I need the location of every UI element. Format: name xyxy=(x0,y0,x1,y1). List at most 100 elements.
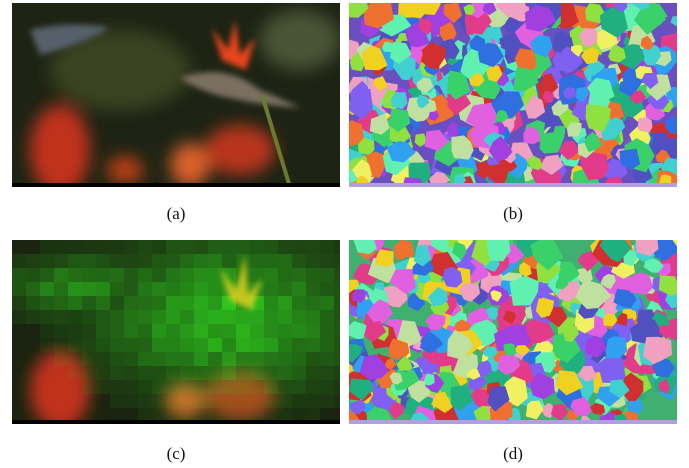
heat-cell xyxy=(222,338,236,352)
heat-cell xyxy=(306,310,320,324)
heat-cell xyxy=(110,268,124,282)
heat-cell xyxy=(194,282,208,296)
heat-cell xyxy=(110,352,124,366)
heat-cell xyxy=(208,366,222,380)
heat-cell xyxy=(334,366,348,380)
heat-cell xyxy=(292,268,306,282)
heat-cell xyxy=(96,310,110,324)
heat-cell xyxy=(180,338,194,352)
heat-cell xyxy=(110,366,124,380)
heat-cell xyxy=(194,394,208,408)
heat-cell xyxy=(250,240,264,254)
heat-cell xyxy=(334,240,348,254)
heat-cell xyxy=(208,310,222,324)
heat-cell xyxy=(222,240,236,254)
heat-cell xyxy=(264,408,278,422)
heat-cell xyxy=(278,366,292,380)
heat-cell xyxy=(194,366,208,380)
heat-cell xyxy=(138,254,152,268)
heat-cell xyxy=(26,310,40,324)
heat-cell xyxy=(138,366,152,380)
heat-cell xyxy=(96,282,110,296)
heat-cell xyxy=(152,282,166,296)
heat-cell xyxy=(12,268,26,282)
heat-cell xyxy=(138,268,152,282)
border xyxy=(349,420,677,424)
heat-cell xyxy=(278,408,292,422)
heat-cell xyxy=(320,366,334,380)
heat-cell xyxy=(68,324,82,338)
heat-cell xyxy=(264,394,278,408)
heat-cell xyxy=(222,324,236,338)
photo xyxy=(12,3,340,195)
heat-cell xyxy=(138,338,152,352)
heat-cell xyxy=(152,352,166,366)
heat-cell xyxy=(152,268,166,282)
heat-cell xyxy=(166,282,180,296)
heat-cell xyxy=(250,352,264,366)
heat-cell xyxy=(264,268,278,282)
heat-cell xyxy=(320,380,334,394)
heat-cell xyxy=(264,366,278,380)
heat-cell xyxy=(334,338,348,352)
heat-cell xyxy=(278,310,292,324)
heat-cell xyxy=(180,268,194,282)
heat-cell xyxy=(180,296,194,310)
heat-cell xyxy=(320,352,334,366)
heat-cell xyxy=(180,366,194,380)
caption: (d) xyxy=(503,444,523,463)
heat-cell xyxy=(236,310,250,324)
heat-cell xyxy=(40,324,54,338)
heat-cell xyxy=(250,338,264,352)
heatmap-photo xyxy=(12,240,348,430)
heat-cell xyxy=(124,338,138,352)
heat-cell xyxy=(54,310,68,324)
heat-cell xyxy=(306,254,320,268)
heat-cell xyxy=(166,268,180,282)
heat-cell xyxy=(222,380,236,394)
heat-cell xyxy=(208,268,222,282)
heat-cell xyxy=(82,254,96,268)
heat-cell xyxy=(194,268,208,282)
heat-cell xyxy=(68,338,82,352)
heat-cell xyxy=(208,240,222,254)
heat-cell xyxy=(278,268,292,282)
heat-cell xyxy=(180,324,194,338)
heat-cell xyxy=(82,324,96,338)
heat-cell xyxy=(222,408,236,422)
heat-cell xyxy=(68,282,82,296)
heat-cell xyxy=(250,254,264,268)
heat-cell xyxy=(250,324,264,338)
heat-cell xyxy=(320,268,334,282)
heat-cell xyxy=(124,380,138,394)
heat-cell xyxy=(334,394,348,408)
heat-cell xyxy=(306,408,320,422)
heat-cell xyxy=(152,254,166,268)
heat-cell xyxy=(222,366,236,380)
heat-cell xyxy=(194,380,208,394)
caption: (c) xyxy=(167,444,186,463)
heat-cell xyxy=(110,324,124,338)
heat-cell xyxy=(320,282,334,296)
figure: (a) (b) (c) (d) xyxy=(0,0,689,468)
heat-cell xyxy=(110,394,124,408)
heat-cell xyxy=(124,282,138,296)
heat-cell xyxy=(138,324,152,338)
heat-cell xyxy=(152,394,166,408)
heat-cell xyxy=(222,254,236,268)
heat-cell xyxy=(320,296,334,310)
heat-cell xyxy=(138,240,152,254)
heat-cell xyxy=(264,282,278,296)
heat-cell xyxy=(292,282,306,296)
heat-cell xyxy=(264,240,278,254)
heat-cell xyxy=(180,310,194,324)
heat-cell xyxy=(40,268,54,282)
heat-cell xyxy=(166,324,180,338)
heat-cell xyxy=(292,324,306,338)
heat-cell xyxy=(236,408,250,422)
heat-cell xyxy=(334,296,348,310)
heat-cell xyxy=(292,296,306,310)
heat-cell xyxy=(26,282,40,296)
heat-cell xyxy=(40,296,54,310)
heat-cell xyxy=(110,380,124,394)
